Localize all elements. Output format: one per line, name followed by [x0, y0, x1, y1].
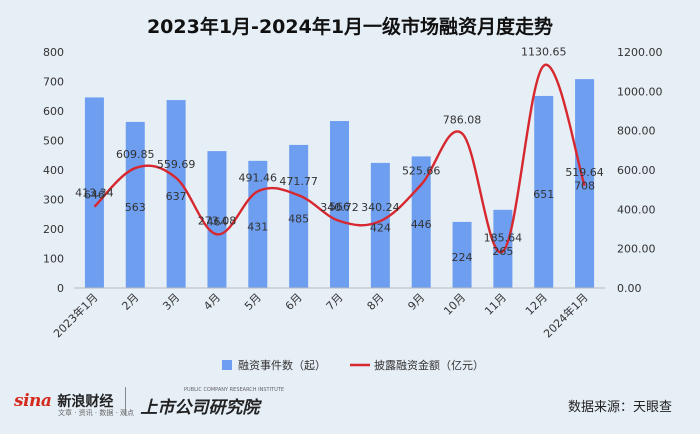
left-axis-tick-label: 100	[43, 253, 64, 266]
left-axis-tick-label: 400	[43, 164, 64, 177]
line-series	[93, 63, 586, 254]
legend-line-label: 披露融资金额（亿元）	[374, 358, 484, 372]
bar-value-label: 563	[125, 201, 146, 214]
x-axis-tick-label: 9月	[405, 291, 427, 313]
line-value-label: 786.08	[443, 113, 482, 126]
left-axis-tick-label: 800	[43, 46, 64, 59]
bar	[84, 97, 104, 289]
sina-logo: sina	[14, 391, 52, 411]
left-axis-tick-label: 500	[43, 135, 64, 148]
right-axis-tick-label: 200.00	[617, 243, 656, 256]
bar	[166, 100, 186, 289]
institute-english-name: PUBLIC COMPANY RESEARCH INSTITUTE	[184, 387, 284, 393]
x-axis-tick-label: 10月	[441, 291, 468, 318]
bar-value-label: 566	[329, 201, 350, 214]
right-axis-tick-label: 1000.00	[617, 85, 663, 98]
x-axis-tick-label: 2月	[119, 291, 141, 313]
bar	[370, 162, 390, 288]
sina-finance-name: 新浪财经	[57, 394, 114, 410]
right-axis-tick-label: 400.00	[617, 203, 656, 216]
left-axis-tick-label: 600	[43, 105, 64, 118]
bar	[248, 160, 268, 288]
left-axis: 0 100 200 300 400 500 600 700 800	[43, 46, 64, 295]
brand-divider	[125, 387, 127, 415]
line-value-label: 559.69	[157, 158, 196, 171]
x-axis-tick-label: 7月	[324, 291, 346, 313]
right-axis-tick-label: 600.00	[617, 164, 656, 177]
line-value-label: 519.64	[565, 166, 604, 179]
bar-value-label: 265	[492, 245, 513, 258]
bar-value-label: 224	[452, 251, 473, 264]
bar	[330, 121, 349, 288]
institute-name: 上市公司研究院	[140, 397, 260, 418]
line-value-label: 491.46	[239, 171, 278, 184]
bar-value-label: 708	[574, 180, 595, 193]
x-axis-tick-label: 3月	[160, 291, 182, 313]
x-axis-tick-label: 5月	[242, 291, 264, 313]
chart-title: 2023年1月-2024年1月一级市场融资月度走势	[146, 16, 554, 38]
footer-brand: sina 新浪财经 文章 · 资讯 · 数据 · 观点 上市公司研究院 PUBL…	[14, 386, 284, 418]
bar	[452, 221, 472, 288]
line-value-label: 413.34	[75, 187, 114, 200]
bar-series	[84, 79, 595, 289]
left-axis-tick-label: 700	[43, 76, 64, 89]
line-value-label: 609.85	[116, 148, 155, 161]
bar-value-label: 485	[288, 212, 309, 225]
bar-value-label: 424	[370, 221, 391, 234]
bar-value-label: 431	[247, 220, 268, 233]
bar-labels: 646 563 637 464 431 485 566 424 446 224 265 651 708	[84, 180, 595, 264]
right-axis-tick-label: 800.00	[617, 125, 656, 138]
left-axis-tick-label: 0	[57, 282, 64, 295]
left-axis-tick-label: 300	[43, 194, 64, 207]
bar	[493, 209, 513, 288]
x-axis-tick-label: 2023年1月	[50, 290, 100, 340]
line-value-label: 273.08	[198, 214, 237, 227]
bar	[289, 144, 309, 288]
line-value-label: 185.64	[484, 231, 523, 244]
right-axis-tick-label: 0.00	[617, 282, 642, 295]
bar-value-label: 651	[533, 188, 554, 201]
bar-value-label: 464	[206, 216, 227, 229]
x-axis-tick-label: 4月	[201, 291, 223, 313]
sina-tagline: 文章 · 资讯 · 数据 · 观点	[58, 409, 135, 417]
bar-value-label: 646	[84, 189, 105, 202]
line-value-label: 340.24	[361, 201, 400, 214]
legend: 融资事件数（起） 披露融资金额（亿元）	[222, 358, 484, 372]
bar	[207, 151, 227, 288]
line-value-label: 525.66	[402, 165, 441, 178]
x-axis-tick-label: 11月	[482, 291, 509, 318]
left-axis-tick-label: 200	[43, 223, 64, 236]
line-value-label: 340.72	[320, 201, 359, 214]
x-axis-tick-label: 12月	[523, 291, 550, 318]
legend-bar-label: 融资事件数（起）	[238, 359, 326, 372]
data-source: 数据来源：天眼查	[567, 400, 672, 415]
line-value-label: 1130.65	[521, 46, 567, 59]
right-axis: 0.00 200.00 400.00 600.00 800.00 1000.00 1200.…	[617, 46, 663, 295]
bar	[534, 95, 554, 288]
bar-value-label: 637	[166, 190, 187, 203]
bar-value-label: 446	[411, 218, 432, 231]
x-axis-tick-label: 2024年1月	[540, 290, 590, 340]
bar	[125, 121, 145, 288]
line-value-label: 471.77	[279, 175, 318, 188]
right-axis-tick-label: 1200.00	[617, 46, 663, 59]
x-axis-tick-label: 6月	[283, 291, 305, 313]
legend-bar-swatch	[222, 360, 232, 370]
amount-line-path	[93, 63, 586, 254]
x-axis-tick-label: 8月	[365, 291, 387, 313]
